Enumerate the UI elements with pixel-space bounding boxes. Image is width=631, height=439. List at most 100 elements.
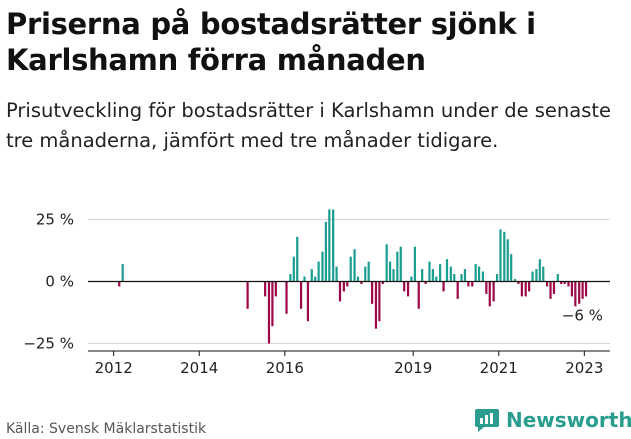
bar-negative [346,281,349,287]
bar-positive [513,279,517,282]
bar-negative [567,281,570,287]
bar-negative [485,281,488,294]
bar-positive [435,276,438,282]
chart-title: Priserna på bostadsrätter sjönk i Karlsh… [6,7,536,77]
y-tick-label: −25 % [23,335,74,353]
bar-positive [310,269,313,282]
bar-positive [463,269,467,282]
bar-positive [535,269,538,282]
bar-positive [481,271,485,282]
bar-positive [335,266,338,282]
bar-negative [424,281,427,284]
bar-negative [581,281,584,299]
bar-positive [314,276,317,282]
bar-negative [274,281,277,297]
bar-positive [499,229,502,282]
bar-negative [528,281,531,292]
bar-positive [421,269,424,282]
bar-negative [570,281,574,297]
bar-negative [338,281,342,302]
bar-negative [560,281,563,284]
x-tick-label: 2019 [394,359,432,377]
bar-negative [456,281,459,299]
bar-positive [349,256,352,282]
bar-positive [495,274,499,282]
bar-positive [392,269,395,282]
bar-positive [510,254,513,282]
bar-negative [406,281,410,297]
bar-negative [442,281,445,292]
bar-positive [556,274,559,282]
bar-negative [545,281,549,287]
bar-positive [303,276,306,282]
bar-positive [324,221,328,282]
label-layer: 25 % 0 % −25 % 2012 2014 2016 2019 2021 2023 −6 % [23,210,603,377]
bar-positive [364,266,367,282]
bar-negative [374,281,378,329]
bar-positive [477,266,481,282]
bar-positive [506,239,509,282]
newsworthy-icon [475,409,499,432]
bar-positive [503,231,506,282]
bar-negative [306,281,310,322]
bar-negative [471,281,474,287]
bar-negative [378,281,381,322]
bar-negative [271,281,274,327]
x-tick-label: 2012 [95,359,133,377]
bar-positive [445,259,449,282]
bar-positive [292,256,295,282]
bar-positive [399,246,402,282]
x-tick-label: 2023 [565,359,603,377]
bar-negative [549,281,552,299]
bar-positive [332,209,335,282]
bar-negative [574,281,577,307]
y-tick-label: 0 % [45,272,74,290]
x-tick-label: 2021 [480,359,518,377]
bar-negative [370,281,374,304]
bar-positive [431,269,434,282]
bar-negative [488,281,491,307]
x-tick-label: 2014 [180,359,218,377]
bar-positive [538,259,541,282]
bar-negative [299,281,303,309]
bar-positive [542,266,545,282]
bar-positive [296,236,299,282]
bar-negative [520,281,523,297]
bar-negative [246,281,249,309]
x-tick-label: 2016 [266,359,304,377]
bar-negative [285,281,288,314]
bar-positive [321,251,324,282]
bar-negative [264,281,267,297]
source-note: Källa: Svensk Mäklarstatistik [6,421,207,437]
bar-positive [388,261,392,282]
brand-logo: Newsworthy [474,407,631,433]
bar-negative [492,281,495,302]
bar-negative [552,281,556,294]
bar-positive [317,261,320,282]
bar-positive [428,261,431,282]
bar-positive [289,274,292,282]
brand-name: Newsworthy [506,408,631,432]
bar-chart: 25 % 0 % −25 % 2012 2014 2016 2019 2021 2023 −6 % [23,209,610,377]
bar-positive [460,274,463,282]
bar-negative [342,281,345,292]
bar-negative [467,281,470,287]
bar-positive [396,251,399,282]
grid-layer [88,218,610,345]
y-tick-label: 25 % [36,210,74,228]
bar-negative [118,281,121,287]
bar-negative [381,281,384,284]
bar-positive [439,264,442,282]
bar-negative [517,281,520,284]
axis-layer [88,280,610,356]
bar-positive [385,244,388,282]
bars-layer [118,209,588,344]
last-value-label: −6 % [562,306,603,324]
bar-negative [267,281,271,344]
bar-positive [453,274,456,282]
chart-subtitle: Prisutveckling för bostadsrätter i Karls… [6,99,612,152]
bar-positive [413,246,416,282]
bar-positive [410,276,413,282]
bar-positive [121,264,124,282]
bar-positive [353,249,356,282]
